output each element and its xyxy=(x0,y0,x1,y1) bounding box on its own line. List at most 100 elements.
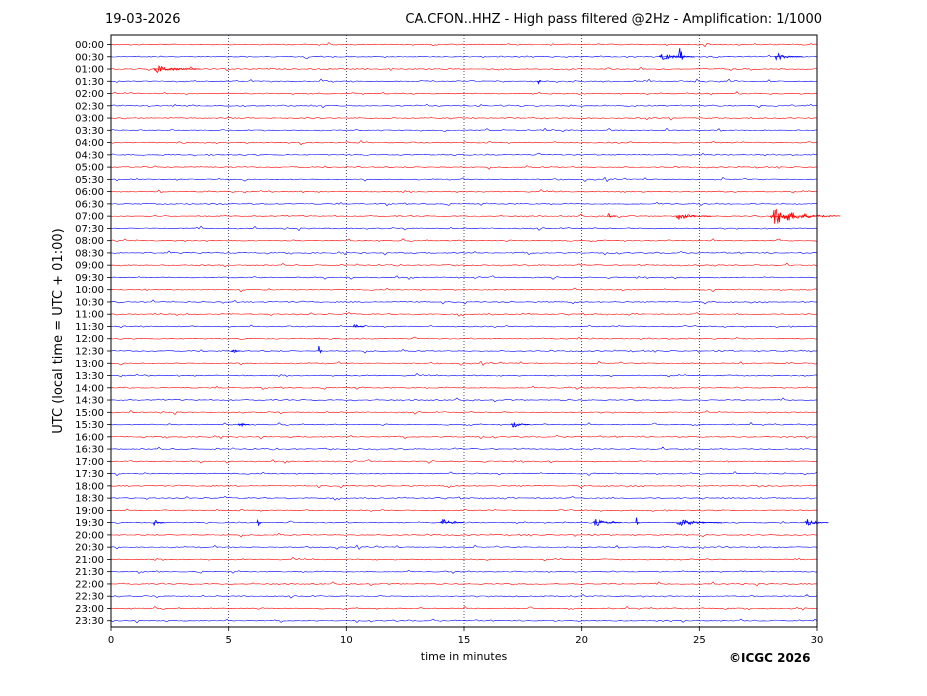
event-burst xyxy=(607,213,617,218)
seismic-events xyxy=(153,48,841,527)
y-tick-label: 02:00 xyxy=(75,89,104,100)
y-tick-label: 23:30 xyxy=(75,616,104,627)
trace-line xyxy=(110,250,818,256)
x-axis-ticks: 0 5 10 15 20 25 30 xyxy=(108,627,824,646)
trace-line xyxy=(110,422,818,426)
trace-line xyxy=(110,116,818,121)
y-tick-label: 17:30 xyxy=(75,469,104,480)
trace-line xyxy=(110,471,818,477)
x-tick-label: 15 xyxy=(458,635,471,646)
trace-line xyxy=(110,140,818,146)
event-burst xyxy=(677,48,685,61)
copyright-notice: ©ICGC 2026 xyxy=(729,651,811,665)
vertical-gridlines xyxy=(228,35,700,627)
x-axis-label: time in minutes xyxy=(421,650,508,663)
trace-line xyxy=(110,262,818,268)
event-burst xyxy=(675,519,723,526)
trace-line xyxy=(110,349,818,354)
event-burst xyxy=(536,79,542,85)
y-tick-label: 15:30 xyxy=(75,420,104,431)
trace-line xyxy=(110,202,817,207)
event-burst xyxy=(658,54,695,60)
trace-line xyxy=(110,397,818,403)
trace-line xyxy=(110,372,818,378)
trace-line xyxy=(110,605,817,611)
trace-line xyxy=(110,312,818,317)
y-tick-label: 12:30 xyxy=(75,347,104,358)
y-tick-label: 22:00 xyxy=(75,579,104,590)
trace-line xyxy=(110,225,818,232)
y-tick-label: 02:30 xyxy=(75,101,104,112)
event-burst xyxy=(256,518,262,527)
y-tick-label: 10:30 xyxy=(75,297,104,308)
y-axis-label: UTC (local time = UTC + 01:00) xyxy=(51,228,66,433)
trace-line xyxy=(110,385,818,391)
y-tick-label: 14:30 xyxy=(75,396,104,407)
y-tick-label: 08:30 xyxy=(75,248,104,259)
trace-line xyxy=(111,324,818,328)
trace-line xyxy=(110,484,818,489)
y-tick-label: 11:00 xyxy=(75,310,104,321)
y-tick-label: 01:30 xyxy=(75,77,104,88)
event-burst xyxy=(593,519,622,526)
trace-line xyxy=(110,275,818,280)
y-tick-label: 16:00 xyxy=(75,432,104,443)
trace-line xyxy=(110,569,818,574)
trace-line xyxy=(110,556,818,562)
y-tick-label: 19:00 xyxy=(75,506,104,517)
y-tick-label: 09:00 xyxy=(75,261,104,272)
y-tick-label: 05:30 xyxy=(75,175,104,186)
y-tick-label: 20:30 xyxy=(75,543,104,554)
trace-line xyxy=(110,176,818,183)
trace-line xyxy=(110,152,818,157)
trace-line xyxy=(110,213,818,219)
y-tick-label: 04:30 xyxy=(75,150,104,161)
y-tick-label: 20:00 xyxy=(75,530,104,541)
trace-line xyxy=(110,66,818,72)
x-tick-label: 25 xyxy=(693,635,706,646)
y-tick-label: 22:30 xyxy=(75,592,104,603)
event-burst xyxy=(230,349,240,353)
y-tick-label: 12:00 xyxy=(75,334,104,345)
y-tick-label: 09:30 xyxy=(75,273,104,284)
trace-line xyxy=(111,581,818,587)
trace-line xyxy=(110,594,818,599)
y-tick-label: 07:30 xyxy=(75,224,104,235)
event-burst xyxy=(317,345,323,354)
event-burst xyxy=(353,323,365,328)
trace-line xyxy=(110,496,817,501)
x-tick-label: 20 xyxy=(575,635,588,646)
plot-title: CA.CFON..HHZ - High pass filtered @2Hz -… xyxy=(405,12,822,27)
trace-line xyxy=(110,189,818,194)
event-burst xyxy=(153,519,165,526)
y-tick-label: 00:00 xyxy=(75,40,104,51)
event-burst xyxy=(510,422,530,428)
y-tick-label: 10:00 xyxy=(75,285,104,296)
y-tick-label: 18:30 xyxy=(75,494,104,505)
y-tick-label: 11:30 xyxy=(75,322,104,333)
trace-line xyxy=(110,91,818,96)
trace-line xyxy=(110,103,818,109)
trace-line xyxy=(110,165,818,170)
trace-line xyxy=(110,446,818,451)
trace-line xyxy=(110,409,818,415)
trace-line xyxy=(110,54,818,60)
y-tick-label: 03:00 xyxy=(75,114,104,125)
trace-line xyxy=(110,299,818,305)
trace-line xyxy=(110,41,818,48)
seismic-traces xyxy=(110,41,818,624)
event-burst xyxy=(440,518,464,525)
x-tick-label: 10 xyxy=(340,635,353,646)
trace-line xyxy=(110,544,818,550)
trace-line xyxy=(110,287,818,293)
trace-line xyxy=(111,434,818,440)
y-tick-label: 17:00 xyxy=(75,457,104,468)
x-tick-label: 5 xyxy=(225,635,231,646)
event-burst xyxy=(237,422,250,428)
plot-frame xyxy=(110,34,818,628)
y-tick-label: 04:00 xyxy=(75,138,104,149)
trace-line xyxy=(110,360,818,367)
trace-line xyxy=(110,336,818,341)
x-tick-label: 30 xyxy=(811,635,824,646)
